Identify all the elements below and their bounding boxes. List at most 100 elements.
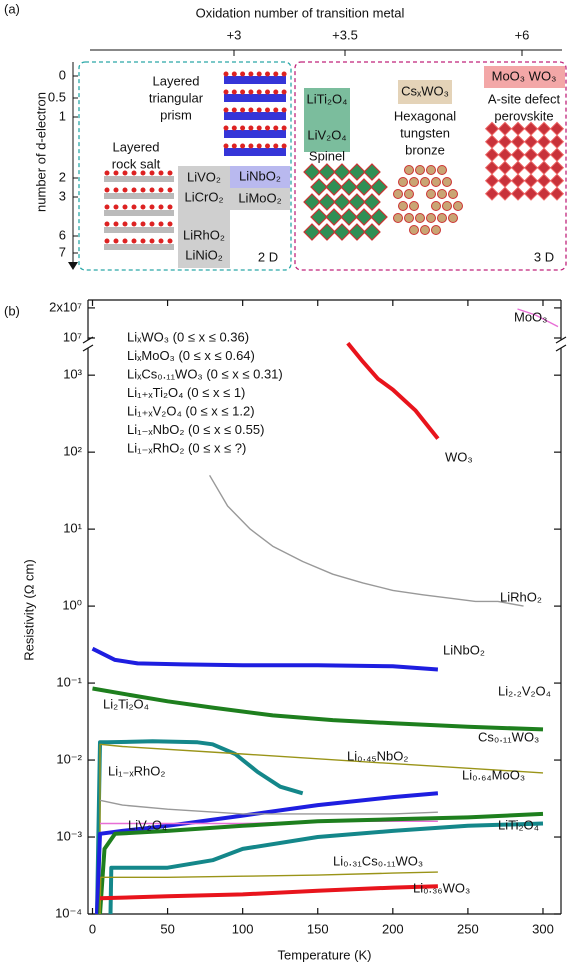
x-tick-label: 150 [307,921,329,936]
left-tick-label: 6 [59,227,66,242]
y-tick-label: 10² [63,444,82,459]
octa [393,213,403,223]
compound: LiTi₂O₄ [307,91,348,106]
atom [223,125,229,131]
atom [231,71,237,77]
atom [223,143,229,149]
axis-break [555,344,567,352]
left-tick-label: 1 [59,108,66,123]
atom [149,221,155,227]
layer [104,227,174,233]
y-tick-label: 10¹ [63,521,82,536]
atom [131,204,137,210]
atom [248,89,254,95]
series-line [95,791,439,915]
legend-entry: LiₓMoO₃ (0 ≤ x ≤ 0.64) [127,348,255,363]
atom [273,71,279,77]
octa [510,121,526,136]
atom [248,107,254,113]
atom [223,89,229,95]
atom [131,187,137,193]
tetra [363,193,381,211]
octa [484,121,500,136]
octa [448,213,458,223]
box-3d [294,61,567,271]
x-tick-label: 0 [89,921,96,936]
octa [497,134,513,149]
curve-label: Cs₀.₁₁WO₃ [478,729,539,744]
compound: CsₓWO₃ [401,83,449,98]
atom [281,143,287,149]
gray-box [230,188,290,210]
top-tick-label: +3.5 [332,27,358,42]
atom [240,89,246,95]
octa [420,177,430,187]
octa [404,213,414,223]
axis-break [555,336,567,344]
layer [104,244,174,250]
octa [510,186,526,201]
atom [113,204,119,210]
group-label: A-site defect [488,91,561,106]
atom [265,89,270,95]
octa [437,213,447,223]
compound: LiNiO₂ [185,247,223,262]
structure-art [104,71,565,250]
series-line [99,884,438,901]
octa [497,173,513,188]
y-tick-label: 10⁰ [62,598,82,613]
octa [497,121,513,136]
curve-label: Li₀.₃₁Cs₀.₁₁WO₃ [333,853,423,868]
tetra [348,223,366,241]
group-label: Layered [153,73,200,88]
series-line [98,811,544,915]
series-line [99,871,438,915]
compound: LiRhO₂ [183,227,225,242]
atom [158,238,164,244]
octa [536,121,552,136]
curve-label: Li₀.₃₆WO₃ [413,880,470,895]
y-axis-title: Resistivity (Ω cm) [21,559,36,660]
bronze-box [398,80,452,104]
y-tick-label: 10³ [63,367,82,382]
atom [256,143,262,149]
atom [113,170,119,176]
series-line [208,474,524,607]
left-tick-label: 7 [59,244,66,259]
series-line [91,646,439,672]
left-tick-label: 2 [59,169,66,184]
octa [431,201,441,211]
octa [536,173,552,188]
tetra [303,193,321,211]
atom [281,125,287,131]
tetra [333,193,351,211]
octa [409,177,419,187]
series-line [99,799,438,815]
atom [104,187,110,193]
octa [437,189,447,199]
atom [240,71,246,77]
series-line [108,821,544,915]
octa [523,134,539,149]
atom [273,89,279,95]
octa [404,189,414,199]
atom [248,125,254,131]
octa [426,189,436,199]
compound: LiMoO₂ [238,190,281,205]
tetra [303,163,321,181]
atom [113,221,119,227]
octa [415,165,425,175]
y-tick-label: 10⁻¹ [56,675,82,690]
dim-label: 2 D [258,249,278,264]
atom [240,143,246,149]
tetra [340,178,358,196]
series-line [99,743,544,914]
tetra [363,223,381,241]
left-tick-label: 0.5 [48,89,66,104]
atom [104,221,110,227]
atom [167,170,173,176]
atom [122,238,128,244]
group-label: prism [160,107,192,122]
atom [240,125,246,131]
